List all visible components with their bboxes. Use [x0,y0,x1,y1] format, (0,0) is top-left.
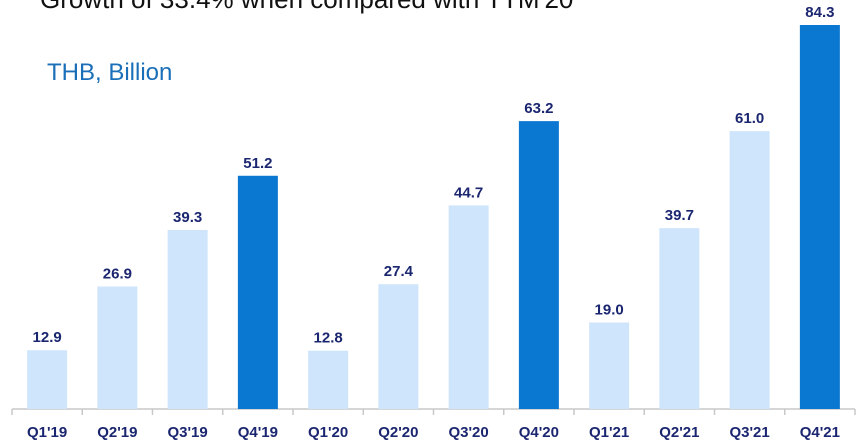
value-label: 12.8 [314,330,343,347]
x-tick-label: Q1'19 [27,424,67,441]
bar [378,284,419,409]
x-tick-label: Q3'21 [729,424,769,441]
value-label: 61.0 [735,110,764,127]
value-label: 84.3 [805,4,834,21]
bar [659,228,700,409]
x-tick-label: Q4'19 [238,424,278,441]
bar [729,131,770,409]
bar [237,175,278,409]
bar [97,286,138,409]
chart-title: Growth of 33.4% when compared with TTM'2… [40,0,573,14]
x-tick-label: Q4'20 [519,424,559,441]
bar [167,229,208,409]
bar [518,121,559,409]
value-label: 51.2 [243,155,272,172]
x-tick-label: Q2'20 [378,424,418,441]
bar [448,205,489,409]
value-label: 26.9 [103,265,132,282]
bar [27,350,68,409]
x-tick-label: Q4'21 [800,424,840,441]
chart-subtitle: THB, Billion [47,59,172,86]
value-label: 12.9 [33,329,62,346]
x-tick-label: Q3'19 [167,424,207,441]
value-label: 27.4 [384,263,414,280]
value-label: 44.7 [454,184,483,201]
x-tick-label: Q2'19 [97,424,137,441]
value-label: 63.2 [524,100,553,117]
value-label: 39.7 [665,207,694,224]
x-tick-label: Q1'20 [308,424,348,441]
x-tick-label: Q2'21 [659,424,699,441]
bar [799,25,840,409]
value-label: 19.0 [595,301,624,318]
x-tick-label: Q1'21 [589,424,629,441]
bar [308,350,349,409]
bar [589,322,630,409]
x-tick-label: Q3'20 [448,424,488,441]
value-label: 39.3 [173,209,202,226]
